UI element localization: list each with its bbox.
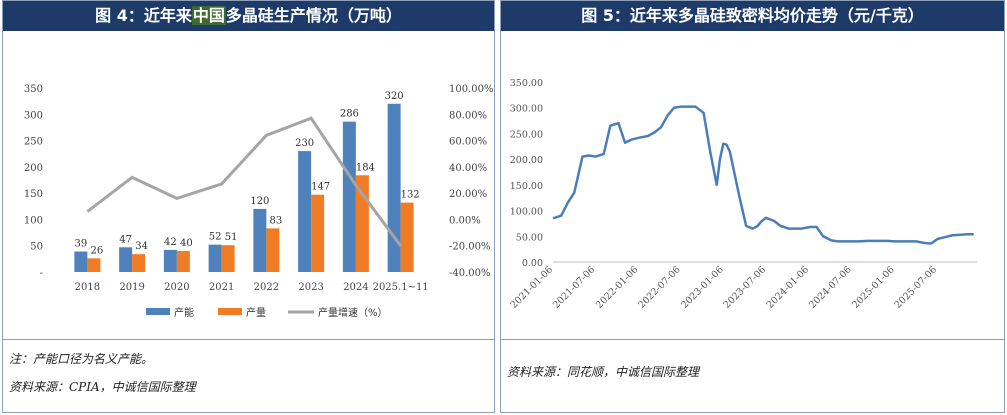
x-tick-label: 2021-07-06 (551, 264, 598, 311)
bar-capacity (387, 103, 401, 273)
bar-output (176, 250, 190, 272)
bar-capacity (298, 151, 312, 272)
price-chart: 0.00 50.00 100.00 150.00 200.00 250.00 300.00 3… (509, 78, 977, 311)
bar-output-label: 26 (91, 245, 104, 256)
bar-capacity (253, 208, 267, 272)
x-tick-label: 2019 (119, 282, 144, 293)
y-right-tick-label: 20.00% (449, 189, 487, 200)
y-tick-label: 250.00 (510, 129, 543, 140)
source-text: 资料来源：同花顺，中诚信国际整理 (507, 365, 700, 379)
y-left-tick-label: 200 (24, 163, 43, 174)
bar-capacity (342, 121, 356, 272)
bar-output-label: 34 (135, 241, 148, 252)
divider (501, 339, 1004, 340)
y-tick-label: 350.00 (510, 78, 543, 89)
legend-output-label: 产量 (246, 306, 266, 319)
x-tick-label: 2023-07-06 (722, 264, 769, 311)
bar-capacity-label: 230 (295, 138, 314, 149)
x-tick-label: 2022 (254, 282, 279, 293)
x-tick-label: 2025-07-06 (893, 264, 940, 311)
legend-growth-label: 产量增速（%） (318, 306, 388, 319)
header-title-post: 多晶硅生产情况（万吨） (225, 6, 402, 25)
bar-output-label: 147 (311, 182, 330, 193)
panel-header: 图 4：近年来中国多晶硅生产情况（万吨） (3, 1, 494, 31)
panel-price: 图 5：近年来多晶硅致密料均价走势（元/千克） 0.00 50.00 100.00 1… (500, 0, 1005, 413)
bar-output-label: 184 (356, 162, 375, 173)
y-left-tick-label: 50 (30, 242, 43, 253)
y-left-tick-label: 100 (24, 215, 43, 226)
bar-output-label: 83 (270, 215, 283, 226)
legend-capacity-swatch (146, 308, 170, 315)
x-tick-label: 2021-01-06 (509, 264, 556, 311)
y-right-tick-label: 80.00% (449, 110, 487, 121)
bar-capacity-label: 42 (164, 237, 177, 248)
bar-output-label: 40 (180, 238, 193, 249)
y-tick-label: 150.00 (510, 181, 543, 192)
bar-capacity-label: 286 (340, 109, 359, 120)
y-right-tick-label: -40.00% (449, 268, 491, 279)
bar-capacity (74, 251, 88, 272)
header-title-highlight: 中国 (191, 6, 226, 25)
y-right-tick-label: 0.00% (449, 215, 481, 226)
bar-output-label: 51 (225, 232, 238, 243)
bar-output (311, 194, 325, 272)
bar-capacity (119, 247, 133, 272)
y-right-tick-label: 60.00% (449, 137, 487, 148)
bar-capacity-label: 120 (250, 196, 269, 207)
bar-capacity-label: 47 (119, 234, 132, 245)
bar-capacity (208, 244, 222, 272)
bar-output (221, 245, 235, 272)
bar-output (400, 202, 414, 272)
x-tick-label: 2025.1~11 (373, 282, 429, 293)
y-tick-label: 50.00 (516, 232, 543, 243)
x-tick-label: 2022-07-06 (636, 264, 683, 311)
x-tick-label: 2018 (75, 282, 100, 293)
bar-capacity (163, 249, 177, 272)
y-left-tick-label: 350 (24, 84, 43, 95)
panel-production: 图 4：近年来中国多晶硅生产情况（万吨） - 50 100 150 200 250 300 3… (2, 0, 495, 413)
x-tick-label: 2022-01-06 (594, 264, 641, 311)
y-left-tick-label: - (40, 268, 43, 279)
y-right-tick-label: 40.00% (449, 163, 487, 174)
production-chart: - 50 100 150 200 250 300 350 -40.00% -20.00% 0.00%… (24, 84, 494, 319)
source-text: 资料来源：CPIA，中诚信国际整理 (9, 380, 196, 394)
x-tick-label: 2021 (209, 282, 234, 293)
bar-output (132, 254, 146, 272)
bar-capacity-label: 39 (75, 238, 88, 249)
y-tick-label: 200.00 (510, 155, 543, 166)
bar-capacity-label: 320 (385, 91, 404, 102)
y-tick-label: 100.00 (510, 207, 543, 218)
note-text: 注：产能口径为名义产能。 (9, 352, 154, 366)
y-left-tick-label: 150 (24, 189, 43, 200)
y-left-tick-label: 300 (24, 110, 43, 121)
divider (3, 339, 494, 340)
legend-capacity-label: 产能 (174, 306, 194, 319)
x-tick-label: 2024-01-06 (765, 264, 812, 311)
y-right-tick-label: -20.00% (449, 242, 491, 253)
x-tick-label: 2023-01-06 (679, 264, 726, 311)
y-tick-label: 0.00 (522, 258, 543, 269)
x-tick-label: 2020 (164, 282, 189, 293)
bar-output-label: 132 (401, 190, 420, 201)
x-tick-label: 2024-07-06 (807, 264, 854, 311)
bar-output (266, 228, 280, 272)
header-title-pre: 图 4：近年来 (95, 6, 192, 25)
x-tick-label: 2024 (343, 282, 368, 293)
bar-output (87, 258, 101, 272)
growth-line (86, 116, 402, 247)
panel-header: 图 5：近年来多晶硅致密料均价走势（元/千克） (501, 1, 1004, 31)
price-line (552, 105, 974, 245)
y-left-tick-label: 250 (24, 137, 43, 148)
legend-output-swatch (218, 308, 242, 315)
y-tick-label: 300.00 (510, 104, 543, 115)
bar-capacity-label: 52 (209, 232, 222, 243)
y-right-tick-label: 100.00% (449, 84, 494, 95)
x-tick-label: 2023 (298, 282, 323, 293)
x-tick-label: 2025-01-06 (850, 264, 897, 311)
